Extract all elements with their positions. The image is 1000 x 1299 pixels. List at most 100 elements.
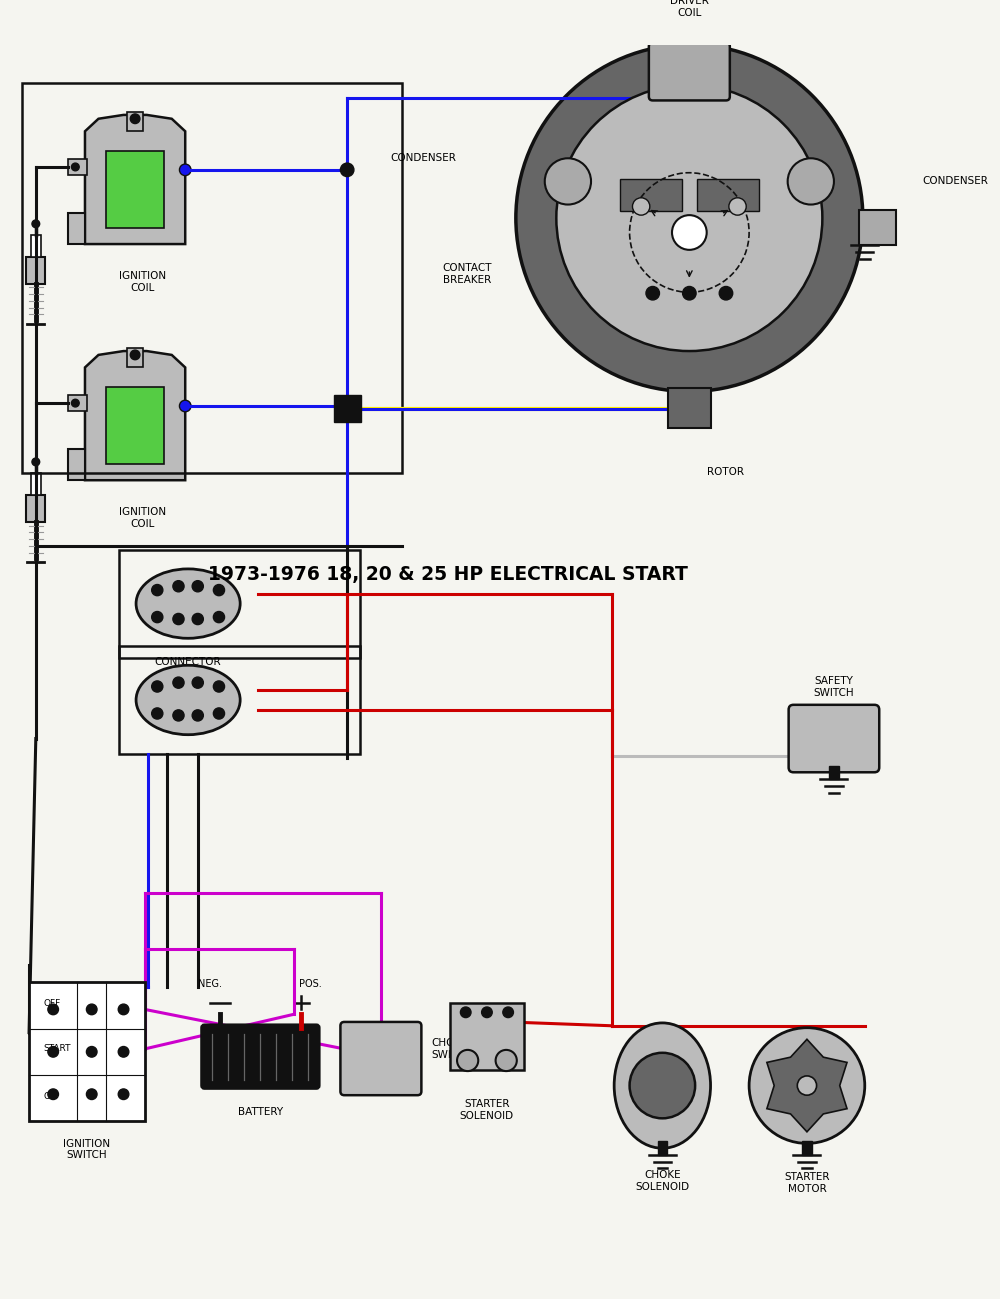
Text: STARTER
MOTOR: STARTER MOTOR <box>784 1172 830 1194</box>
Circle shape <box>729 197 746 216</box>
Circle shape <box>48 1089 58 1099</box>
Bar <box>106 387 164 464</box>
Bar <box>829 765 839 779</box>
Bar <box>31 473 41 495</box>
Polygon shape <box>668 387 711 429</box>
Circle shape <box>130 351 140 360</box>
Circle shape <box>788 158 834 204</box>
Circle shape <box>86 1047 97 1057</box>
Circle shape <box>152 681 163 692</box>
Bar <box>106 151 164 227</box>
Circle shape <box>516 44 863 391</box>
Polygon shape <box>620 179 682 212</box>
Circle shape <box>797 1076 817 1095</box>
Text: IGNITION
SWITCH: IGNITION SWITCH <box>63 1138 110 1160</box>
Circle shape <box>192 709 203 721</box>
Circle shape <box>173 709 184 721</box>
Ellipse shape <box>136 665 240 735</box>
Circle shape <box>213 708 225 720</box>
Circle shape <box>192 613 203 625</box>
Polygon shape <box>767 1039 847 1131</box>
Circle shape <box>152 585 163 596</box>
Circle shape <box>32 459 40 466</box>
Circle shape <box>48 1047 58 1057</box>
Circle shape <box>173 581 184 592</box>
Circle shape <box>719 287 733 300</box>
Bar <box>68 160 87 174</box>
Text: START: START <box>44 1044 71 1053</box>
Circle shape <box>503 1007 513 1017</box>
Polygon shape <box>85 114 185 244</box>
Circle shape <box>213 612 225 622</box>
Circle shape <box>749 1028 865 1143</box>
Bar <box>127 348 143 368</box>
Text: CHOKE
SOLENOID: CHOKE SOLENOID <box>635 1170 689 1192</box>
Text: IGNITION
COIL: IGNITION COIL <box>119 507 166 529</box>
Circle shape <box>173 677 184 688</box>
Circle shape <box>152 708 163 720</box>
Circle shape <box>32 220 40 227</box>
Circle shape <box>118 1089 129 1099</box>
Text: CONDENSER: CONDENSER <box>390 153 456 164</box>
Text: 1973-1976 18, 20 & 25 HP ELECTRICAL START: 1973-1976 18, 20 & 25 HP ELECTRICAL STAR… <box>208 565 688 585</box>
Circle shape <box>556 84 822 351</box>
Bar <box>26 257 45 283</box>
Polygon shape <box>859 210 896 246</box>
Circle shape <box>192 677 203 688</box>
Circle shape <box>118 1047 129 1057</box>
Ellipse shape <box>614 1022 711 1148</box>
Circle shape <box>152 612 163 622</box>
Text: ROTOR: ROTOR <box>707 466 744 477</box>
FancyBboxPatch shape <box>202 1025 319 1089</box>
Circle shape <box>130 114 140 123</box>
Circle shape <box>496 1050 517 1072</box>
Circle shape <box>340 164 354 177</box>
Text: CONNECTOR: CONNECTOR <box>155 656 221 666</box>
Circle shape <box>632 197 650 216</box>
Bar <box>31 235 41 257</box>
Circle shape <box>482 1007 492 1017</box>
Text: CHOKE
SWITCH: CHOKE SWITCH <box>431 1038 472 1060</box>
Circle shape <box>630 1052 695 1118</box>
Circle shape <box>118 1004 129 1015</box>
FancyBboxPatch shape <box>789 705 879 773</box>
Circle shape <box>179 400 191 412</box>
Circle shape <box>545 158 591 204</box>
Circle shape <box>457 1050 478 1072</box>
Circle shape <box>71 164 79 170</box>
Polygon shape <box>85 351 185 481</box>
Bar <box>68 395 87 410</box>
Circle shape <box>71 399 79 407</box>
Bar <box>802 1142 812 1155</box>
Text: OFF: OFF <box>44 999 61 1008</box>
Circle shape <box>179 164 191 175</box>
Bar <box>334 395 361 422</box>
FancyBboxPatch shape <box>29 982 145 1121</box>
Text: BATTERY: BATTERY <box>238 1107 283 1117</box>
Circle shape <box>213 585 225 596</box>
Circle shape <box>173 613 184 625</box>
Circle shape <box>48 1004 58 1015</box>
Circle shape <box>86 1004 97 1015</box>
Text: CONDENSER: CONDENSER <box>923 177 988 187</box>
Text: SAFETY
SWITCH: SAFETY SWITCH <box>814 677 854 698</box>
Ellipse shape <box>136 569 240 638</box>
Polygon shape <box>68 449 85 481</box>
Text: ON: ON <box>44 1091 57 1100</box>
Circle shape <box>683 287 696 300</box>
Circle shape <box>340 399 354 413</box>
Bar <box>127 112 143 131</box>
Circle shape <box>672 216 707 249</box>
Polygon shape <box>68 213 85 244</box>
Text: DRIVER
COIL: DRIVER COIL <box>670 0 709 18</box>
Text: STARTER
SOLENOID: STARTER SOLENOID <box>460 1099 514 1121</box>
Text: CONTACT
BREAKER: CONTACT BREAKER <box>442 264 492 284</box>
Circle shape <box>86 1089 97 1099</box>
FancyBboxPatch shape <box>649 43 730 100</box>
Bar <box>26 495 45 522</box>
Circle shape <box>460 1007 471 1017</box>
Text: POS.: POS. <box>299 979 322 989</box>
FancyBboxPatch shape <box>340 1022 421 1095</box>
Polygon shape <box>697 179 759 212</box>
Text: NEG.: NEG. <box>198 979 222 989</box>
